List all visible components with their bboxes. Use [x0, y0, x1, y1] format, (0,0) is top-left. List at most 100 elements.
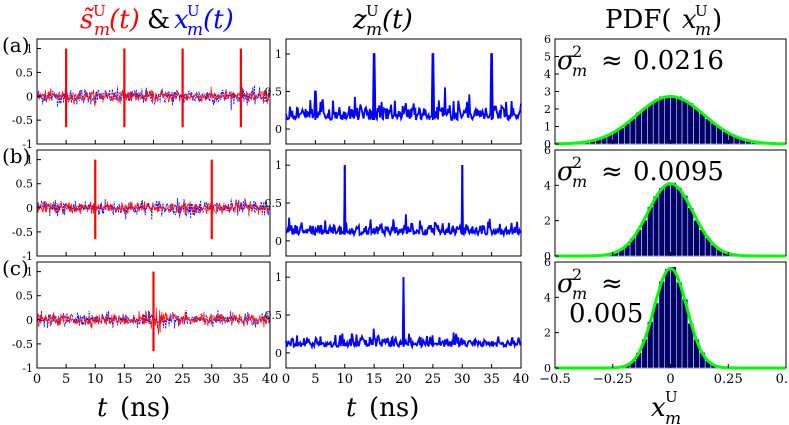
z-ytick-label-1-0: 0 [275, 235, 282, 248]
signal-ytick-label-0-3: 0.5 [16, 66, 34, 79]
signal-red-series-0 [36, 86, 271, 107]
signal-red-series-1 [36, 200, 271, 217]
title-col3-x: x [682, 5, 697, 35]
signal-ytick-label-1-3: 0.5 [16, 178, 34, 191]
row-label-a: (a) [2, 33, 30, 57]
pdf-bar-0-14 [658, 96, 665, 145]
pdf-ytick-label-0-3: 3 [544, 86, 551, 99]
pdf-ytick-label-0-6: 6 [544, 33, 551, 46]
z-panel-0: 00.51 [265, 38, 522, 145]
pdf-bar-0-21 [699, 113, 706, 145]
sigma-sup-1: 2 [572, 153, 582, 172]
pdf-ytick-label-1-0: 0 [544, 250, 551, 263]
sigma-sup-2: 2 [572, 265, 582, 284]
title-col1-x-arg: (t) [203, 5, 234, 35]
pdf-bar-2-10 [676, 281, 683, 369]
pdf-bar-2-8 [664, 268, 671, 369]
sigma-sub-2: m [572, 284, 587, 303]
title-col1-x-sub: m [187, 20, 203, 40]
xlabel-col2-t: t [346, 393, 357, 423]
signal-ytick-label-1-0: -1 [22, 250, 33, 263]
signal-panel-1-frame [36, 149, 271, 257]
signal-ytick-label-1-2: 0 [26, 202, 33, 215]
z-ytick-label-2-2: 1 [275, 271, 282, 284]
z-series-2 [285, 277, 522, 351]
title-col1: s̃ m U (t) & x m U (t) [80, 2, 234, 40]
pdf-bar-0-20 [693, 108, 700, 145]
pdf-bar-0-15 [664, 95, 671, 145]
signal-xtick-label-3: 15 [116, 372, 133, 387]
signal-panel-0: -1 -0.5 0 0.5 1 [12, 38, 271, 151]
z-ytick-label-0-0: 0 [275, 123, 282, 136]
pdf-bar-0-22 [704, 118, 712, 145]
xlabel-col3-sup: U [665, 388, 678, 406]
title-col1-x-sup: U [187, 2, 200, 20]
sigma-symbol-0: σ [557, 46, 576, 76]
z-xtick-label-0: 0 [282, 372, 290, 387]
signal-ytick-label-0-2: 0 [26, 90, 33, 103]
pdf-ytick-label-0-0: 0 [544, 138, 551, 151]
signal-ytick-label-2-4: 1 [26, 266, 33, 279]
title-col3-sub: m [695, 20, 711, 40]
title-col3-close: ) [712, 5, 722, 35]
z-ytick-label-0-1: 0.5 [265, 86, 283, 99]
xlabel-col3: x m U [651, 388, 681, 425]
signal-xtick-label-8: 40 [262, 372, 279, 387]
signal-ytick-label-0-1: -0.5 [12, 114, 33, 127]
pdf-ytick-label-0-1: 1 [544, 121, 551, 134]
signal-panel-2: -1-0.500.510 5 10 15 20 25 30 35 40 [12, 261, 279, 387]
sigma-value-0: 0.0216 [633, 46, 724, 76]
title-col1-s: s̃ [80, 5, 95, 35]
xlabel-col2: t (ns) [346, 393, 419, 423]
pdf-fit-0 [554, 95, 787, 146]
sigma-sup-0: 2 [572, 42, 582, 61]
pdf-bar-0-16 [670, 96, 677, 145]
z-panel-2: 00.510 5 10 15 20 25 30 35 40 [265, 261, 529, 387]
z-xtick-label-6: 30 [454, 372, 471, 387]
pdf-xtick-label-4: 0.5 [776, 372, 789, 387]
xlabel-col1: t (ns) [97, 393, 170, 423]
sigma-annotation-2: σ2m ≈0.005 [557, 265, 643, 329]
signal-xtick-label-4: 20 [145, 372, 162, 387]
pdf-xtick-label-3: 0.25 [714, 372, 743, 387]
signal-xtick-label-6: 30 [203, 372, 220, 387]
pdf-xtick-label-0: −0.5 [539, 372, 571, 387]
pdf-bar-0-12 [647, 103, 654, 145]
pdf-bar-2-9 [670, 266, 677, 369]
title-col1-amp: & [147, 5, 170, 35]
pdf-bar-0-18 [681, 99, 689, 145]
pdf-ytick-label-0-4: 4 [544, 68, 551, 81]
pdf-bar-2-7 [658, 280, 665, 369]
pdf-bar-1-9 [652, 195, 660, 257]
pdf-bar-1-10 [658, 187, 665, 257]
sigma-annotation-0: σ2m ≈0.0216 [557, 42, 724, 80]
signal-ytick-label-0-0: -1 [22, 138, 33, 151]
z-ytick-label-1-1: 0.5 [265, 197, 283, 210]
pdf-bar-1-14 [681, 195, 689, 257]
signal-xtick-label-7: 35 [233, 372, 250, 387]
pdf-bar-0-17 [676, 96, 683, 145]
signal-ytick-label-2-1: -0.5 [12, 338, 33, 351]
z-series-0 [285, 53, 522, 123]
z-ytick-label-1-2: 1 [275, 159, 282, 172]
signal-xtick-label-0: 0 [33, 372, 41, 387]
title-col2-sub: m [366, 20, 382, 40]
row-label-c: (c) [2, 256, 29, 280]
signal-ytick-label-2-2: 0 [26, 314, 33, 327]
sigma-sub-0: m [572, 61, 587, 80]
pdf-bar-0-10 [635, 112, 642, 145]
xlabel-col3-x: x [651, 393, 666, 423]
pdf-bar-1-13 [676, 187, 683, 257]
title-col2-arg: (t) [382, 5, 413, 35]
title-col3-pdf: PDF( [605, 5, 672, 35]
z-panel-1-frame [285, 149, 522, 257]
signal-xtick-label-2: 10 [87, 372, 104, 387]
title-col3: PDF( x m U ) [605, 2, 722, 40]
pdf-ytick-label-0-5: 5 [544, 51, 551, 64]
signal-xtick-label-1: 5 [62, 372, 70, 387]
sigma-sub-1: m [572, 172, 587, 191]
